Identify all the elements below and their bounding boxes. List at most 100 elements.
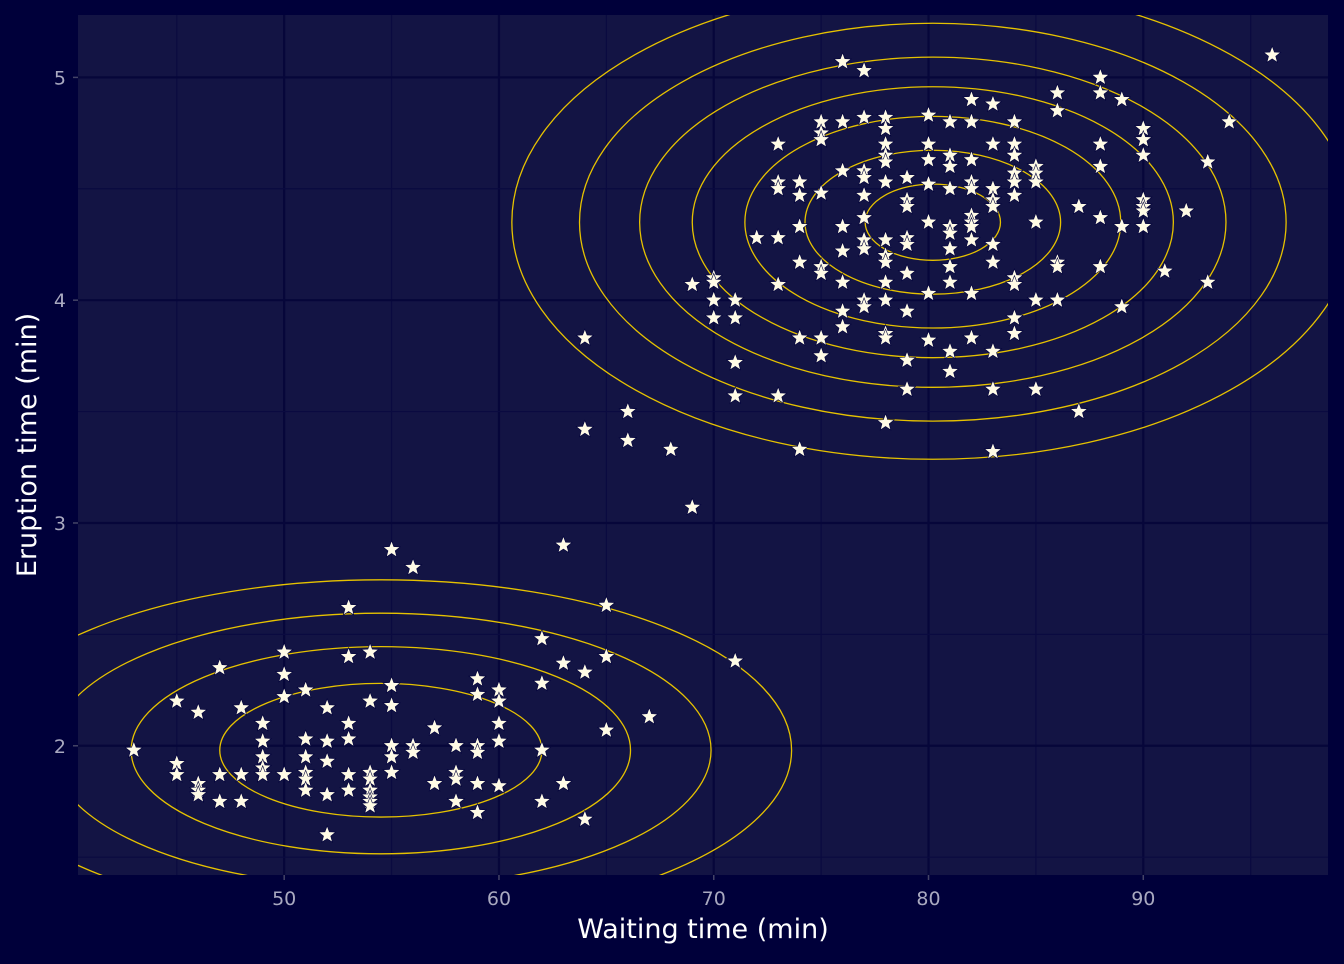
data-point bbox=[532, 628, 552, 647]
data-point bbox=[876, 328, 895, 347]
data-point bbox=[919, 212, 938, 231]
data-point bbox=[704, 308, 724, 326]
data-point bbox=[446, 735, 466, 754]
x-tick-label: 70 bbox=[702, 888, 726, 910]
data-point bbox=[468, 742, 487, 761]
data-point bbox=[940, 112, 960, 130]
data-point bbox=[1048, 290, 1067, 309]
data-point bbox=[167, 764, 187, 783]
data-point bbox=[1026, 212, 1046, 231]
data-point bbox=[854, 185, 874, 204]
data-point bbox=[317, 698, 337, 716]
data-point bbox=[618, 401, 638, 420]
data-point bbox=[1155, 261, 1175, 280]
data-point bbox=[167, 691, 187, 710]
data-point bbox=[983, 441, 1003, 460]
data-point bbox=[983, 341, 1003, 360]
data-point bbox=[575, 662, 595, 681]
data-point bbox=[768, 386, 788, 404]
data-point bbox=[919, 330, 938, 349]
data-point bbox=[940, 156, 960, 175]
data-point bbox=[919, 105, 938, 124]
data-point bbox=[1262, 45, 1282, 64]
data-point bbox=[854, 207, 874, 226]
data-point bbox=[532, 673, 552, 692]
data-point bbox=[1069, 196, 1089, 215]
data-point bbox=[575, 328, 595, 347]
data-point bbox=[768, 227, 788, 246]
data-point bbox=[790, 252, 810, 271]
data-point bbox=[962, 328, 981, 347]
data-point bbox=[1048, 83, 1067, 101]
x-tick-label: 90 bbox=[1131, 888, 1155, 910]
data-point bbox=[468, 669, 487, 687]
data-point bbox=[231, 698, 251, 716]
data-point bbox=[1090, 207, 1110, 226]
data-point bbox=[962, 112, 981, 130]
data-point bbox=[962, 89, 981, 108]
data-point bbox=[1090, 256, 1110, 275]
data-point bbox=[1112, 297, 1132, 315]
data-point bbox=[833, 112, 852, 130]
data-point bbox=[596, 595, 616, 614]
data-point bbox=[876, 172, 895, 191]
density-contour bbox=[511, 15, 1328, 460]
data-point bbox=[983, 94, 1003, 113]
data-point bbox=[446, 769, 466, 788]
x-tick-label: 50 bbox=[272, 888, 296, 910]
data-point bbox=[833, 241, 852, 260]
data-point bbox=[962, 230, 981, 248]
data-point bbox=[124, 740, 144, 759]
data-point bbox=[1133, 201, 1153, 220]
data-point bbox=[360, 642, 380, 661]
data-point bbox=[919, 134, 938, 153]
data-point bbox=[231, 764, 251, 783]
data-point bbox=[596, 720, 616, 739]
data-point bbox=[1005, 112, 1024, 130]
data-point bbox=[876, 272, 895, 291]
data-point bbox=[468, 773, 487, 792]
density-contour bbox=[578, 22, 1287, 422]
data-point bbox=[1133, 216, 1153, 235]
data-point bbox=[1090, 134, 1110, 153]
data-point bbox=[274, 686, 294, 705]
data-point bbox=[1048, 100, 1067, 119]
data-point bbox=[876, 230, 895, 248]
data-point bbox=[253, 764, 273, 783]
data-point bbox=[382, 762, 401, 781]
data-point bbox=[876, 290, 895, 309]
y-axis-title: Eruption time (min) bbox=[12, 313, 43, 577]
data-point bbox=[876, 412, 895, 431]
data-point bbox=[1090, 67, 1110, 86]
data-point bbox=[983, 134, 1003, 153]
data-point bbox=[725, 290, 745, 309]
data-point bbox=[639, 706, 659, 725]
data-point bbox=[768, 274, 788, 293]
data-point bbox=[897, 301, 917, 320]
data-point bbox=[339, 729, 358, 748]
data-point bbox=[339, 713, 358, 732]
data-point bbox=[317, 784, 337, 803]
data-point bbox=[661, 439, 681, 458]
data-point bbox=[897, 263, 917, 282]
data-point bbox=[1005, 185, 1024, 204]
data-point bbox=[1026, 379, 1046, 398]
data-point bbox=[725, 308, 745, 326]
data-point bbox=[833, 272, 852, 291]
data-point bbox=[704, 290, 724, 309]
data-point bbox=[360, 796, 380, 814]
data-point bbox=[833, 216, 852, 235]
data-point bbox=[897, 350, 917, 369]
data-point bbox=[983, 252, 1003, 271]
data-point bbox=[425, 773, 444, 792]
x-tick-label: 80 bbox=[916, 888, 940, 910]
data-point bbox=[532, 791, 552, 810]
data-point bbox=[811, 263, 831, 282]
data-point bbox=[382, 675, 401, 694]
data-point bbox=[940, 239, 960, 257]
data-point bbox=[575, 809, 595, 828]
data-point bbox=[339, 597, 358, 616]
data-point bbox=[339, 764, 358, 783]
data-point bbox=[1176, 201, 1196, 220]
y-tick-label: 5 bbox=[54, 67, 66, 89]
